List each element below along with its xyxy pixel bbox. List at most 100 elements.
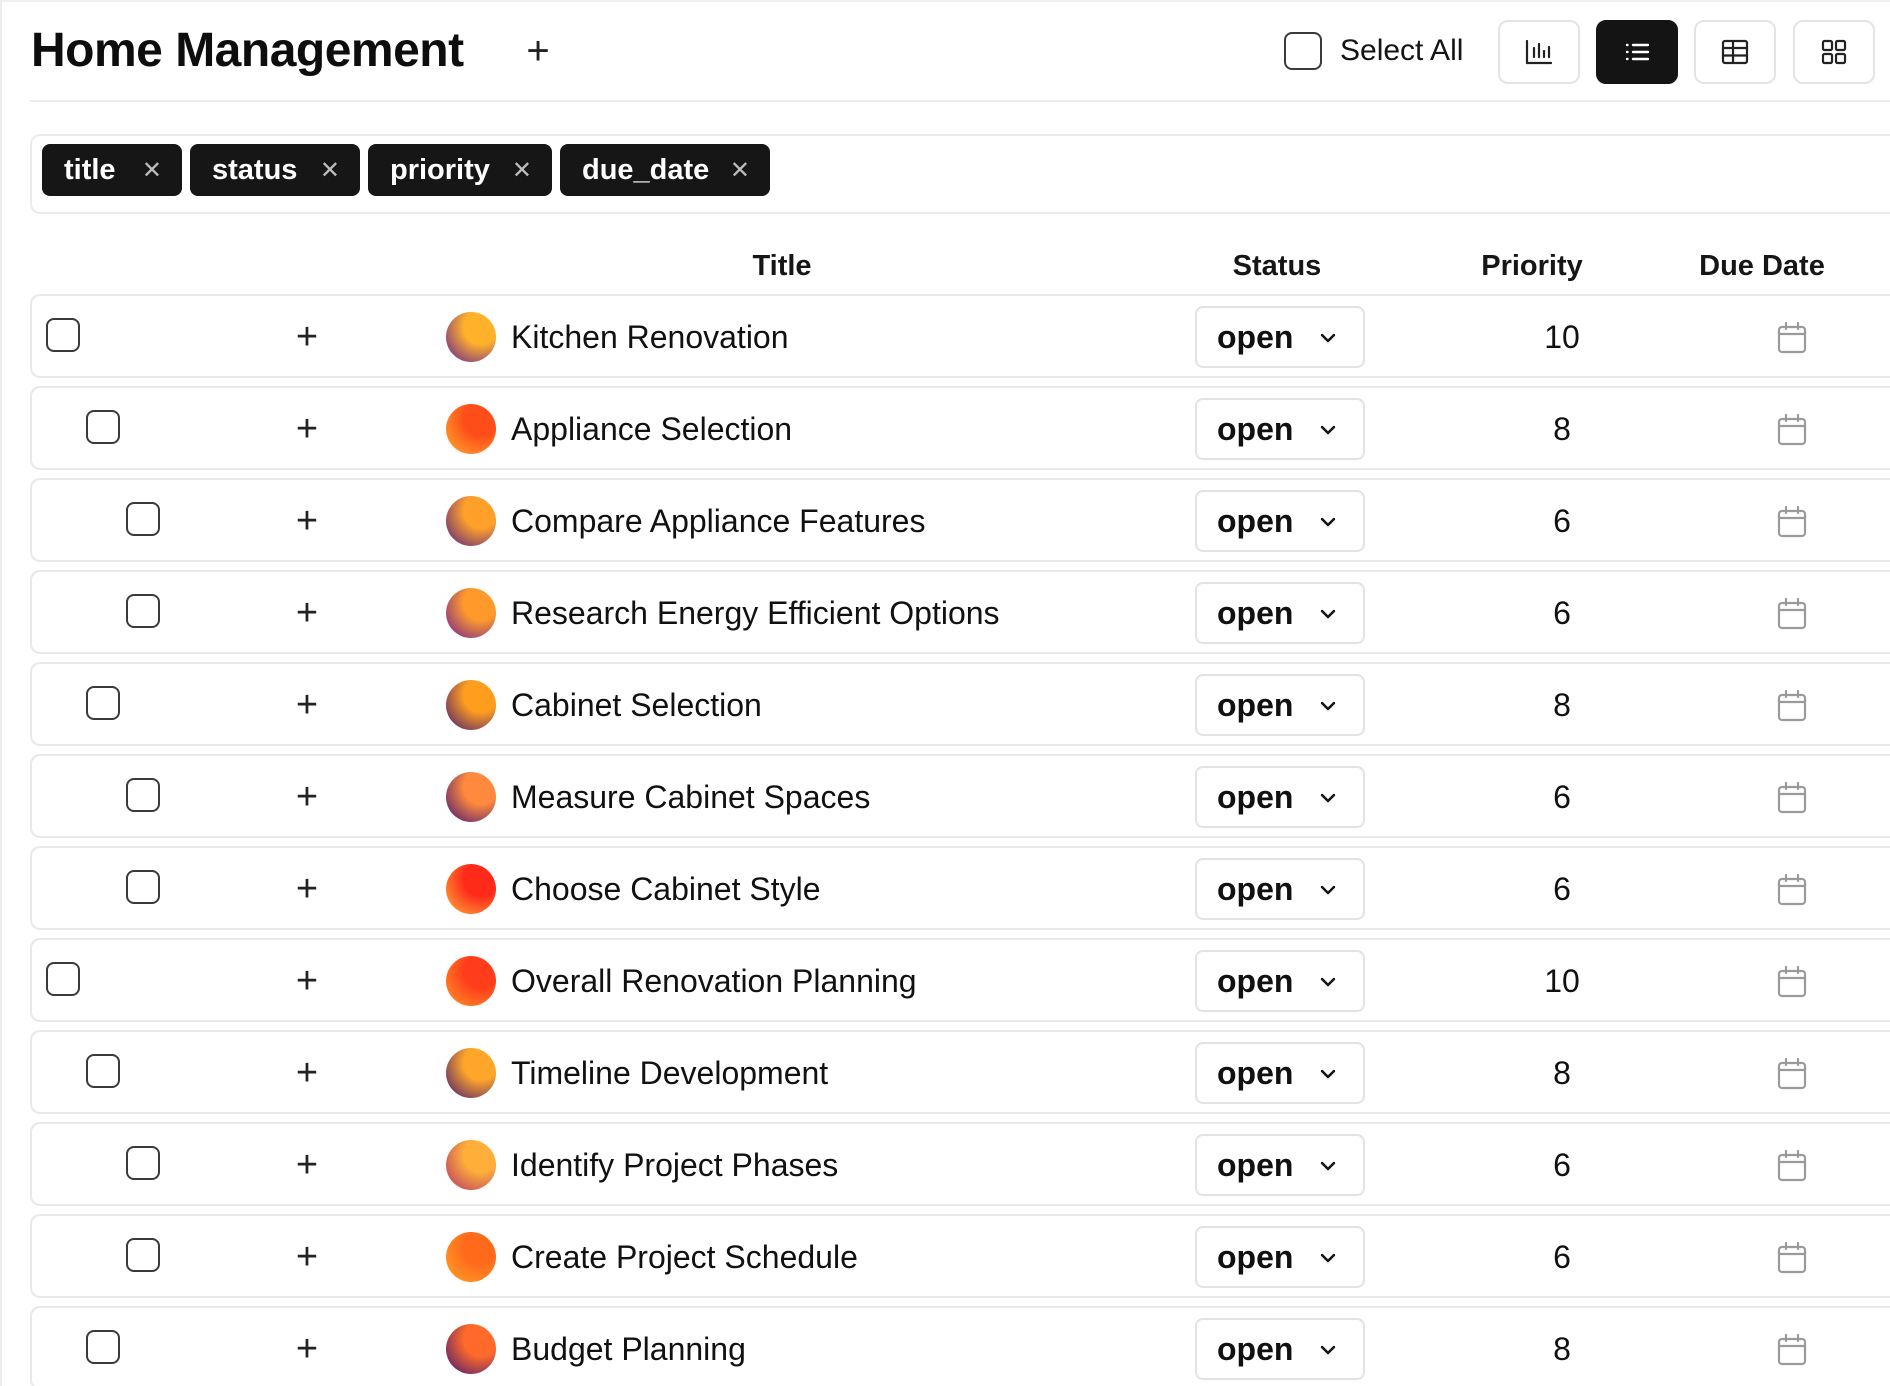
chevron-down-icon <box>1320 517 1336 527</box>
filter-chip-label: due_date <box>582 153 710 186</box>
row-title[interactable]: Budget Planning <box>511 1331 746 1367</box>
row-title[interactable]: Appliance Selection <box>511 411 793 447</box>
table-row[interactable]: + Kitchen Renovation open 10 <box>30 294 1890 378</box>
row-title[interactable]: Research Energy Efficient Options <box>511 595 1000 631</box>
status-dropdown[interactable]: open <box>1195 398 1365 460</box>
close-icon[interactable]: ✕ <box>729 156 750 184</box>
close-icon[interactable]: ✕ <box>319 156 340 184</box>
row-checkbox[interactable] <box>126 502 160 536</box>
filter-chip-due-date[interactable]: due_date ✕ <box>560 144 770 196</box>
row-checkbox[interactable] <box>46 962 80 996</box>
status-value: open <box>1217 1054 1294 1091</box>
row-checkbox[interactable] <box>86 1054 120 1088</box>
row-title[interactable]: Cabinet Selection <box>511 687 762 723</box>
table-view-button[interactable] <box>1694 20 1776 84</box>
table-row[interactable]: + Budget Planning open 8 <box>30 1306 1890 1386</box>
add-subtask-button[interactable]: + <box>282 1324 332 1374</box>
calendar-icon[interactable] <box>1776 1241 1808 1275</box>
status-dropdown[interactable]: open <box>1195 306 1365 368</box>
row-checkbox[interactable] <box>126 1146 160 1180</box>
avatar <box>446 404 496 454</box>
status-dropdown[interactable]: open <box>1195 1226 1365 1288</box>
column-header-priority[interactable]: Priority <box>1481 250 1583 282</box>
table-row[interactable]: + Choose Cabinet Style open 6 <box>30 846 1890 930</box>
table-row[interactable]: + Create Project Schedule open 6 <box>30 1214 1890 1298</box>
calendar-icon[interactable] <box>1776 1057 1808 1091</box>
row-checkbox[interactable] <box>126 778 160 812</box>
row-title[interactable]: Measure Cabinet Spaces <box>511 779 871 815</box>
chart-view-button[interactable] <box>1498 20 1580 84</box>
row-title[interactable]: Overall Renovation Planning <box>511 963 917 999</box>
close-icon[interactable]: ✕ <box>511 156 532 184</box>
chevron-down-icon <box>1320 977 1336 987</box>
add-subtask-button[interactable]: + <box>282 1232 332 1282</box>
calendar-icon[interactable] <box>1776 1149 1808 1183</box>
status-dropdown[interactable]: open <box>1195 1318 1365 1380</box>
row-title[interactable]: Create Project Schedule <box>511 1239 858 1275</box>
calendar-icon[interactable] <box>1776 597 1808 631</box>
table-row[interactable]: + Timeline Development open 8 <box>30 1030 1890 1114</box>
row-checkbox[interactable] <box>86 686 120 720</box>
table-row[interactable]: + Cabinet Selection open 8 <box>30 662 1890 746</box>
status-dropdown[interactable]: open <box>1195 858 1365 920</box>
status-dropdown[interactable]: open <box>1195 1042 1365 1104</box>
row-checkbox[interactable] <box>86 1330 120 1364</box>
calendar-icon[interactable] <box>1776 321 1808 355</box>
status-dropdown[interactable]: open <box>1195 1134 1365 1196</box>
add-subtask-button[interactable]: + <box>282 312 332 362</box>
add-subtask-button[interactable]: + <box>282 404 332 454</box>
add-subtask-button[interactable]: + <box>282 588 332 638</box>
add-subtask-button[interactable]: + <box>282 680 332 730</box>
column-header-status[interactable]: Status <box>1232 250 1322 282</box>
row-title[interactable]: Choose Cabinet Style <box>511 871 821 907</box>
add-subtask-button[interactable]: + <box>282 1048 332 1098</box>
list-view-button[interactable] <box>1596 20 1678 84</box>
select-all-checkbox[interactable]: Select All <box>1284 29 1463 73</box>
status-dropdown[interactable]: open <box>1195 766 1365 828</box>
add-subtask-button[interactable]: + <box>282 864 332 914</box>
status-dropdown[interactable]: open <box>1195 490 1365 552</box>
filter-chip-title[interactable]: title ✕ <box>42 144 182 196</box>
calendar-icon[interactable] <box>1776 781 1808 815</box>
row-checkbox[interactable] <box>126 870 160 904</box>
table-row[interactable]: + Research Energy Efficient Options open 6 <box>30 570 1890 654</box>
status-dropdown[interactable]: open <box>1195 674 1365 736</box>
column-header-due-date[interactable]: Due Date <box>1699 250 1825 282</box>
close-icon[interactable]: ✕ <box>141 156 162 184</box>
row-title[interactable]: Identify Project Phases <box>511 1147 839 1183</box>
add-subtask-button[interactable]: + <box>282 1140 332 1190</box>
calendar-icon[interactable] <box>1776 1333 1808 1367</box>
filter-chip-priority[interactable]: priority ✕ <box>368 144 552 196</box>
row-title[interactable]: Kitchen Renovation <box>511 319 789 355</box>
filter-chip-status[interactable]: status ✕ <box>190 144 360 196</box>
row-checkbox[interactable] <box>126 594 160 628</box>
row-checkbox[interactable] <box>86 410 120 444</box>
calendar-icon[interactable] <box>1776 965 1808 999</box>
plus-icon: + <box>295 684 319 726</box>
avatar <box>446 588 496 638</box>
row-checkbox[interactable] <box>126 1238 160 1272</box>
select-all-box[interactable] <box>1284 32 1322 70</box>
table-row[interactable]: + Measure Cabinet Spaces open 6 <box>30 754 1890 838</box>
add-page-button[interactable]: + <box>518 29 558 73</box>
add-subtask-button[interactable]: + <box>282 956 332 1006</box>
table-row[interactable]: + Compare Appliance Features open 6 <box>30 478 1890 562</box>
add-subtask-button[interactable]: + <box>282 496 332 546</box>
column-header-title[interactable]: Title <box>752 250 812 282</box>
grid-icon <box>1821 39 1847 65</box>
add-subtask-button[interactable]: + <box>282 772 332 822</box>
status-value: open <box>1217 1238 1294 1275</box>
row-title[interactable]: Timeline Development <box>511 1055 829 1091</box>
calendar-icon[interactable] <box>1776 873 1808 907</box>
row-title[interactable]: Compare Appliance Features <box>511 503 926 539</box>
row-checkbox[interactable] <box>46 318 80 352</box>
table-row[interactable]: + Appliance Selection open 8 <box>30 386 1890 470</box>
status-dropdown[interactable]: open <box>1195 950 1365 1012</box>
table-row[interactable]: + Identify Project Phases open 6 <box>30 1122 1890 1206</box>
calendar-icon[interactable] <box>1776 689 1808 723</box>
grid-view-button[interactable] <box>1793 20 1875 84</box>
table-row[interactable]: + Overall Renovation Planning open 10 <box>30 938 1890 1022</box>
status-dropdown[interactable]: open <box>1195 582 1365 644</box>
calendar-icon[interactable] <box>1776 505 1808 539</box>
calendar-icon[interactable] <box>1776 413 1808 447</box>
